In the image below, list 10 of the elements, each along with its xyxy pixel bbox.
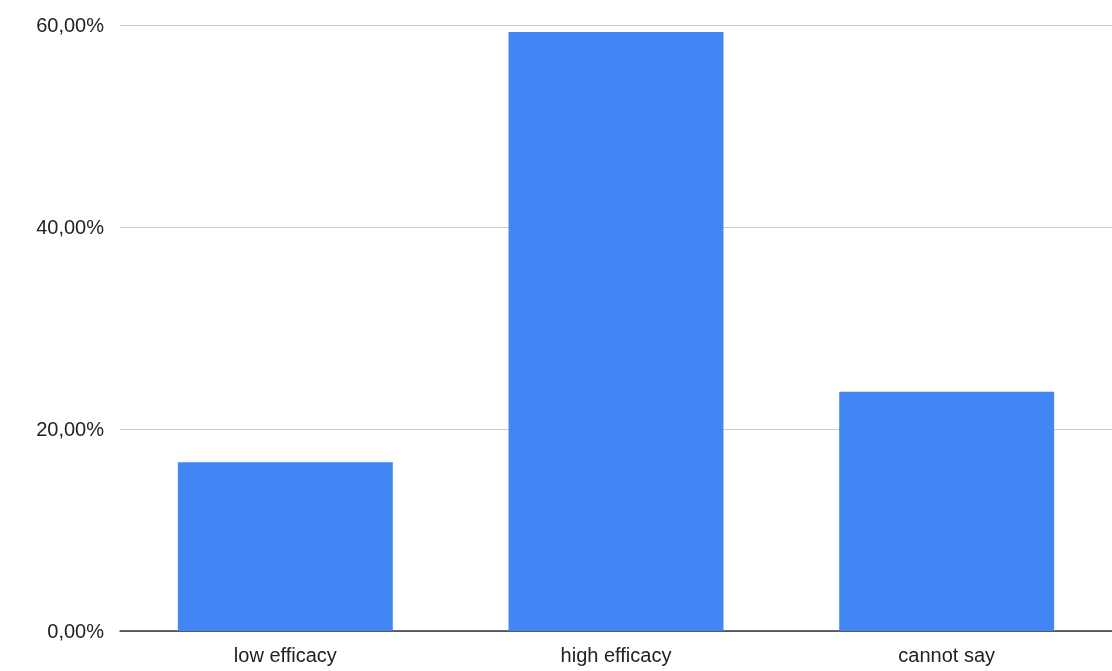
x-tick-label: low efficacy — [233, 644, 337, 666]
x-tick-label: high efficacy — [560, 644, 672, 666]
bar — [177, 462, 393, 631]
y-tick-label: 40,00% — [36, 216, 105, 238]
y-tick-label: 60,00% — [36, 14, 105, 36]
x-tick-label: cannot say — [898, 644, 996, 666]
bar — [508, 32, 724, 631]
y-tick-label: 20,00% — [36, 418, 105, 440]
y-tick-label: 0,00% — [47, 620, 105, 642]
bar — [839, 391, 1055, 631]
